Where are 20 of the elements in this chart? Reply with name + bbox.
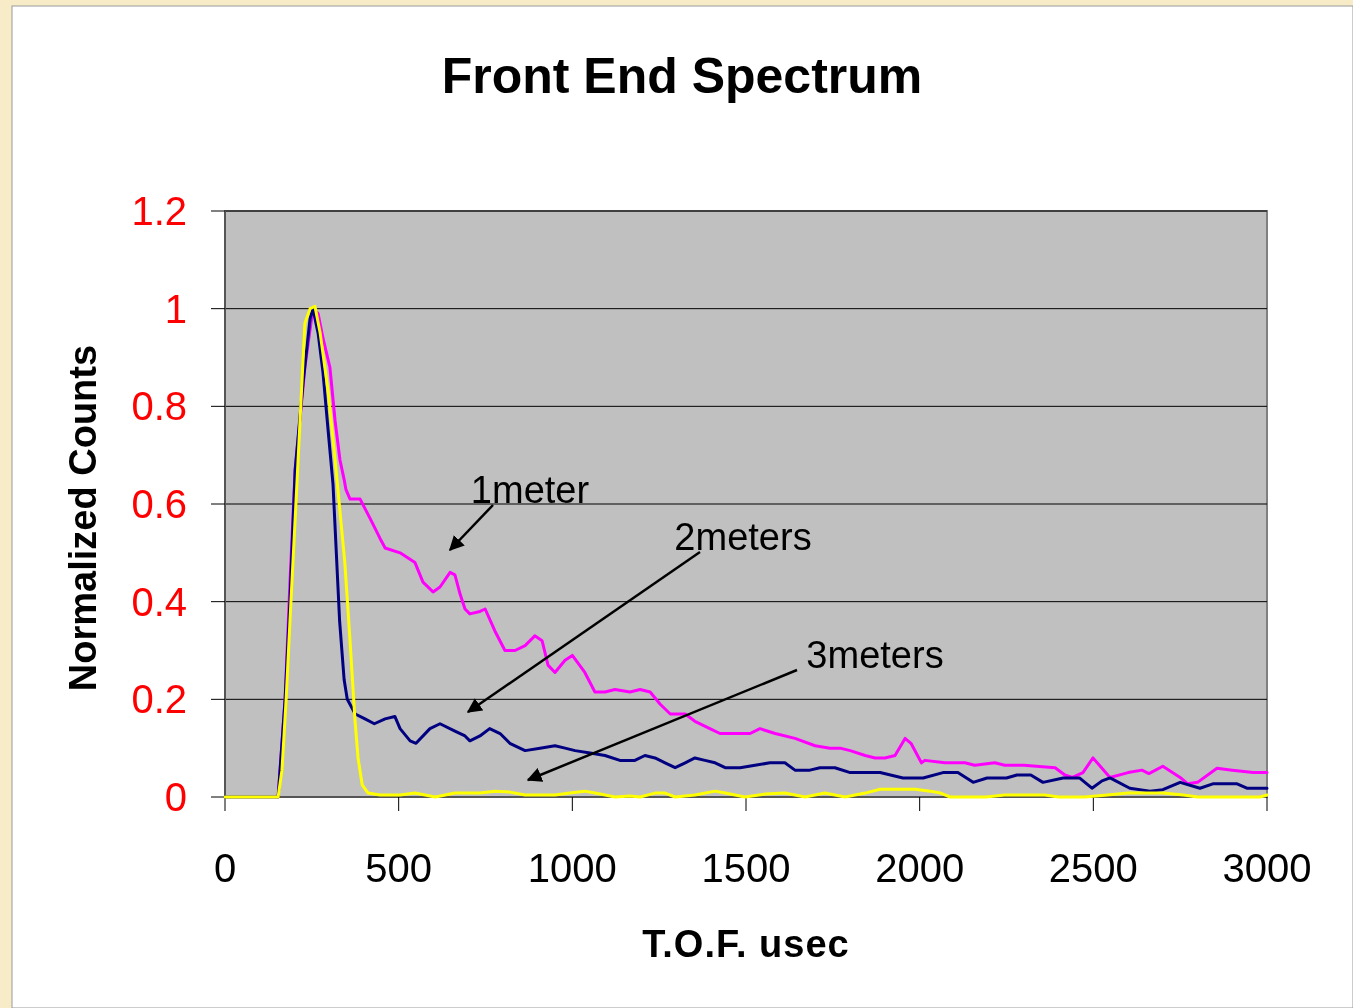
y-tick-label: 0 [164, 775, 187, 819]
x-tick-label: 2000 [875, 846, 965, 890]
x-tick-label: 3000 [1222, 846, 1312, 890]
y-axis-title: Normalized Counts [62, 344, 104, 692]
x-tick-label: 1000 [527, 846, 617, 890]
annotation: 1meter [470, 469, 590, 512]
y-tick-label: 1 [164, 286, 187, 331]
chart-title: Front End Spectrum [441, 48, 923, 104]
x-tick-label: 500 [365, 846, 433, 890]
y-tick-label: 1.2 [131, 189, 187, 233]
annotation: 2meters [674, 516, 812, 559]
y-tick-label: 0.8 [131, 384, 187, 429]
y-tick-label: 0.6 [131, 482, 187, 526]
x-tick-label: 1500 [701, 846, 791, 890]
y-tick-label: 0.2 [131, 677, 187, 722]
x-tick-label: 2500 [1048, 846, 1138, 890]
x-tick-label: 0 [213, 846, 237, 890]
annotation: 3meters [806, 634, 944, 677]
y-tick-label: 0.4 [131, 579, 187, 624]
x-axis-title: T.O.F. usec [642, 923, 850, 965]
